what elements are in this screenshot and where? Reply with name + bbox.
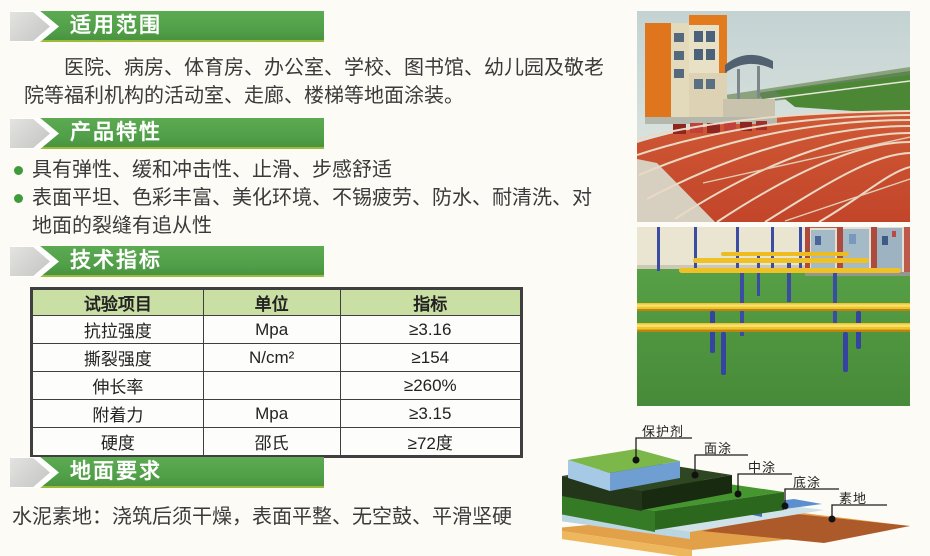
feature-text: 表面平坦、色彩丰富、美化环境、不锡疲劳、防水、耐清洗、对地面的裂缝有追从性 [32, 187, 592, 237]
header-banner [24, 11, 324, 42]
layer-protective-agent [568, 449, 680, 491]
cell-unit [202, 371, 341, 400]
green-floor [637, 269, 910, 406]
section-title-scope: 适用范围 [70, 14, 162, 37]
cell-item: 硬度 [31, 427, 204, 457]
cell-value: ≥154 [339, 343, 523, 372]
lane-cross-lines [702, 136, 910, 222]
layer-label-protective: 保护剂 [642, 424, 685, 439]
feature-text: 具有弹性、缓和冲击性、止滑、步感舒适 [32, 159, 392, 181]
leader-dots [632, 456, 836, 523]
section-header-specs: 技术指标 [10, 246, 324, 277]
header-banner [24, 457, 324, 488]
section-header-scope: 适用范围 [10, 11, 324, 42]
table-header-row: 试验项目 单位 指标 [31, 288, 523, 316]
section-title-features: 产品特性 [70, 121, 162, 144]
feature-item: 表面平坦、色彩丰富、美化环境、不锡疲劳、防水、耐清洗、对地面的裂缝有追从性 [14, 184, 604, 240]
table-row: 附着力 Mpa ≥3.15 [31, 399, 523, 428]
table-row: 伸长率 ≥260% [31, 371, 523, 400]
layer-label-middle-coat: 中涂 [748, 460, 777, 475]
wall-base [637, 265, 805, 269]
section-title-specs: 技术指标 [70, 249, 162, 272]
cell-item: 抗拉强度 [31, 315, 204, 344]
parallel-bars-illustration [637, 227, 910, 406]
layer-label-base-ground: 素地 [839, 491, 868, 506]
cell-value: ≥3.16 [339, 315, 523, 344]
near-parallel-bars [637, 303, 910, 375]
school-building [645, 15, 777, 124]
cell-item: 附着力 [31, 399, 204, 428]
table-row: 抗拉强度 Mpa ≥3.16 [31, 315, 523, 344]
layer-label-top-coat: 面涂 [704, 441, 733, 456]
layer-label-bottom-coat: 底涂 [793, 475, 822, 490]
feature-item: 具有弹性、缓和冲击性、止滑、步感舒适 [14, 156, 604, 184]
bullet-dot-icon [14, 166, 23, 175]
column-header-unit: 单位 [202, 288, 341, 316]
coating-layers-diagram: 保护剂 面涂 中涂 底涂 素地 [562, 418, 920, 556]
cell-unit: Mpa [202, 315, 341, 344]
table-row: 硬度 邵氏 ≥72度 [31, 427, 523, 457]
spec-table: 试验项目 单位 指标 抗拉强度 Mpa ≥3.16 撕裂强度 N/cm² ≥15… [30, 287, 523, 458]
scope-paragraph: 医院、病房、体育房、办公室、学校、图书馆、幼儿园及敬老院等福利机构的活动室、走廊… [24, 57, 604, 107]
running-track-photo [637, 11, 910, 222]
section-header-features: 产品特性 [10, 118, 324, 149]
header-banner [24, 246, 324, 277]
cell-item: 撕裂强度 [31, 343, 204, 372]
window-figures [815, 231, 896, 245]
cell-item: 伸长率 [31, 371, 204, 400]
layers-illustration [562, 437, 910, 556]
leader-lines [635, 437, 887, 517]
section-header-ground: 地面要求 [10, 457, 324, 488]
wall-pillar [871, 227, 877, 273]
cell-value: ≥72度 [339, 427, 523, 457]
running-track-illustration [637, 11, 910, 222]
fence-posts [657, 227, 802, 271]
bullet-dot-icon [14, 194, 23, 203]
cell-value: ≥3.15 [339, 399, 523, 428]
wall-base [805, 272, 910, 276]
cell-unit: Mpa [202, 399, 341, 428]
feature-list: 具有弹性、缓和冲击性、止滑、步感舒适 表面平坦、色彩丰富、美化环境、不锡疲劳、防… [14, 156, 604, 240]
windows [809, 227, 904, 274]
table-row: 撕裂强度 N/cm² ≥154 [31, 343, 523, 372]
header-banner [24, 118, 324, 149]
green-floor-parallel-bars-photo [637, 227, 910, 406]
cell-unit: 邵氏 [202, 427, 341, 457]
ground-requirement-text: 水泥素地：浇筑后须干燥，表面平整、无空鼓、平滑坚硬 [12, 506, 512, 528]
wall-pillar [805, 227, 810, 274]
section-title-ground: 地面要求 [70, 460, 162, 483]
column-header-item: 试验项目 [31, 288, 204, 316]
lane-lines [637, 110, 910, 222]
wall-pillar [837, 227, 843, 273]
cell-unit: N/cm² [202, 343, 341, 372]
column-header-value: 指标 [339, 288, 523, 316]
cell-value: ≥260% [339, 371, 523, 400]
